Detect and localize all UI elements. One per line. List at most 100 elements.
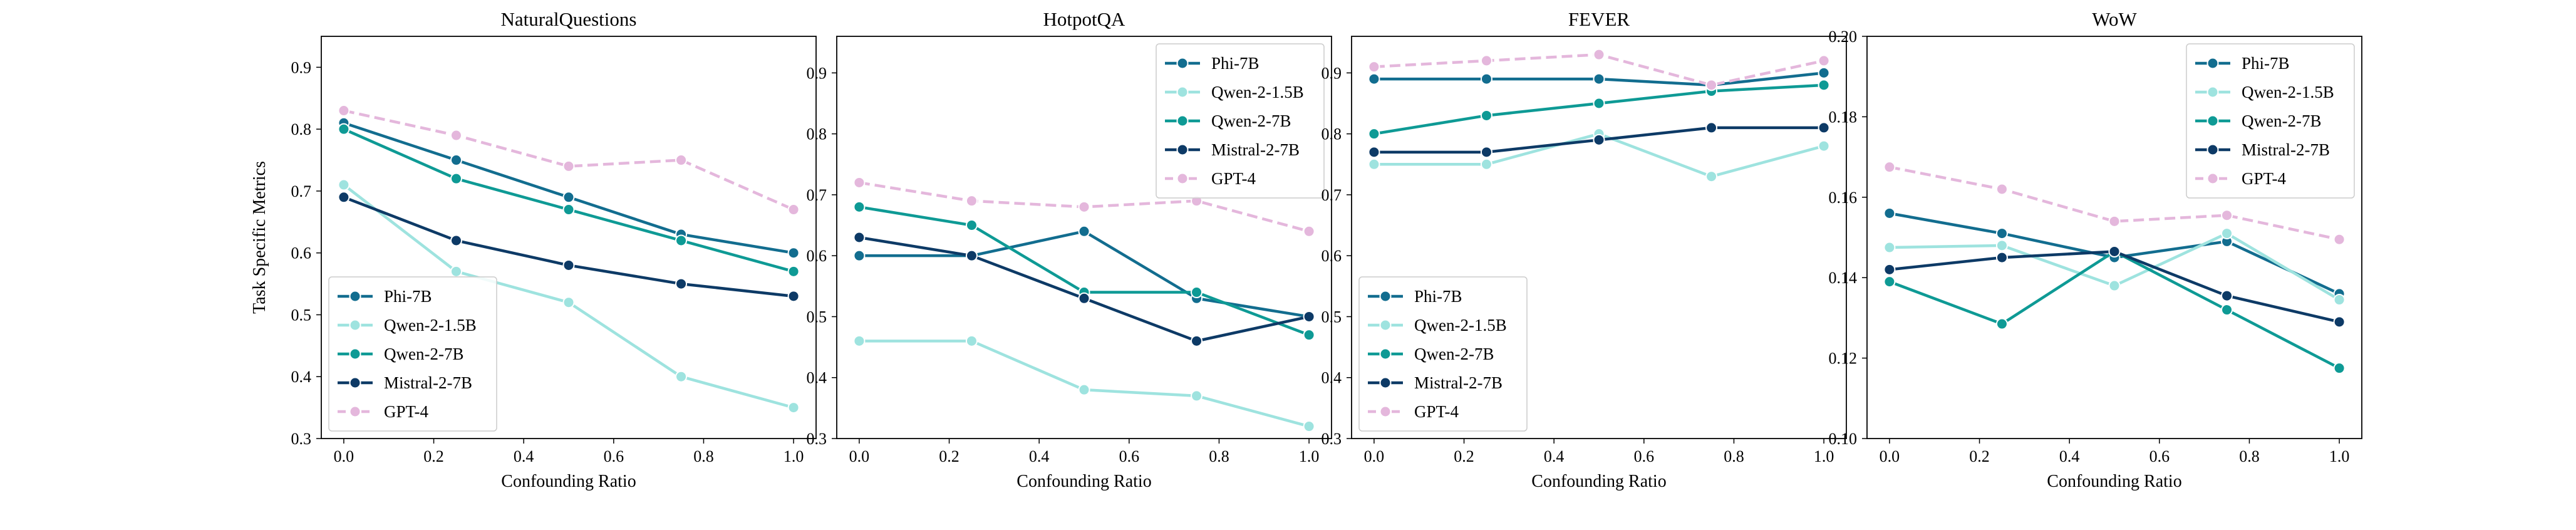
x-tick-label: 0.4	[514, 447, 534, 465]
data-point	[1883, 276, 1896, 288]
x-axis-label: Confounding Ratio	[501, 472, 636, 491]
data-point	[1593, 48, 1605, 61]
legend-swatch-marker	[349, 348, 361, 360]
data-point	[1303, 420, 1315, 433]
legend-label: GPT-4	[1211, 169, 1256, 188]
data-point	[1995, 183, 2008, 195]
data-point	[1303, 225, 1315, 237]
y-tick-label: 0.20	[1829, 28, 1858, 46]
chart-title: HotpotQA	[1043, 8, 1126, 30]
legend-swatch-marker	[349, 290, 361, 303]
data-point	[675, 234, 688, 247]
legend-entry-qwen-2-7b: Qwen-2-7B	[2195, 112, 2321, 130]
legend-entry-gpt-4: GPT-4	[2195, 169, 2287, 188]
data-point	[1995, 318, 2008, 330]
y-tick-label: 0.5	[291, 306, 312, 324]
series-qwen-2-1-5b	[338, 179, 800, 414]
chart-panel-fever: FEVER 0.0 0.2 0.4 0.6 0.8 1.0 0.3 0.4 0.5 0.6 0.7 0.…	[1322, 8, 1847, 491]
y-tick-label: 0.6	[1322, 247, 1342, 265]
legend: Phi-7B Qwen-2-1.5B Qwen-2-7B Mistral-2-7B GP…	[1156, 43, 1325, 199]
legend-label: Qwen-2-7B	[2242, 112, 2321, 130]
data-point	[2221, 289, 2233, 302]
series-phi-7b	[338, 117, 800, 259]
series-mistral-2-7b	[1883, 245, 2346, 328]
data-point	[562, 191, 575, 204]
x-tick-label: 0.2	[1454, 447, 1474, 465]
x-tick-label: 0.2	[423, 447, 444, 465]
x-tick-label: 0.0	[1880, 447, 1900, 465]
series-line	[1889, 165, 2340, 241]
data-point	[787, 247, 800, 259]
x-tick-label: 0.8	[1724, 447, 1744, 465]
y-tick-label: 0.8	[1322, 125, 1342, 143]
y-tick-label: 0.5	[1322, 308, 1342, 326]
data-point	[1303, 329, 1315, 341]
data-point	[1480, 73, 1492, 85]
legend-entry-phi-7b: Phi-7B	[2195, 54, 2290, 73]
data-point	[1480, 158, 1492, 170]
legend-entry-gpt-4: GPT-4	[1165, 169, 1256, 188]
data-point	[1995, 251, 2008, 264]
y-tick-label: 0.9	[1322, 64, 1342, 82]
data-point	[1593, 73, 1605, 85]
chart-panel-hotpotqa: HotpotQA 0.0 0.2 0.4 0.6 0.8 1.0 0.3 0.4 0.5 0.6 0.…	[807, 8, 1332, 491]
x-tick-label: 0.8	[1209, 447, 1229, 465]
y-tick-label: 0.12	[1829, 350, 1858, 368]
x-axis-label: Confounding Ratio	[2047, 472, 2181, 491]
data-point	[2333, 294, 2346, 306]
legend-swatch-marker	[349, 377, 361, 389]
series-line	[859, 340, 1310, 428]
data-point	[2108, 215, 2121, 227]
x-axis-label: Confounding Ratio	[1531, 472, 1666, 491]
data-point	[965, 335, 978, 347]
data-point	[1078, 383, 1090, 396]
data-point	[338, 191, 350, 204]
data-point	[853, 200, 866, 213]
legend: Phi-7B Qwen-2-1.5B Qwen-2-7B Mistral-2-7B GP…	[1358, 276, 1528, 432]
axes-frame	[1866, 36, 2362, 439]
series-line	[343, 122, 794, 254]
y-tick-label: 0.3	[807, 430, 827, 448]
legend-entry-gpt-4: GPT-4	[1368, 402, 1459, 421]
data-point	[853, 176, 866, 189]
axes-frame	[1351, 36, 1847, 439]
data-point	[1368, 61, 1380, 73]
legend-entry-qwen-2-1-5b: Qwen-2-1.5B	[1165, 83, 1304, 101]
data-point	[1078, 200, 1090, 213]
legend-entry-qwen-2-1-5b: Qwen-2-1.5B	[1368, 316, 1507, 335]
legend-label: Mistral-2-7B	[1211, 140, 1300, 159]
data-point	[1818, 66, 1830, 79]
legend-swatch-marker	[2206, 115, 2219, 127]
chart-title: NaturalQuestions	[501, 8, 637, 30]
legend-label: Qwen-2-7B	[1414, 345, 1494, 363]
legend-label: Qwen-2-7B	[384, 345, 463, 363]
x-tick-label: 0.6	[604, 447, 624, 465]
legend-swatch-marker	[2206, 172, 2219, 185]
data-point	[853, 249, 866, 262]
data-point	[1480, 146, 1492, 158]
y-tick-label: 0.6	[291, 244, 312, 262]
series-phi-7b	[1368, 66, 1830, 91]
legend-label: Qwen-2-1.5B	[2242, 83, 2334, 101]
data-point	[1995, 239, 2008, 252]
x-axis-label: Confounding Ratio	[1016, 472, 1151, 491]
series-qwen-2-1-5b	[853, 335, 1315, 433]
data-point	[1995, 227, 2008, 240]
data-point	[562, 296, 575, 309]
data-point	[1303, 310, 1315, 323]
data-point	[1480, 109, 1492, 122]
data-point	[965, 249, 978, 262]
data-point	[2221, 209, 2233, 222]
legend-swatch-marker	[349, 319, 361, 331]
legend-box	[1156, 43, 1325, 199]
legend-swatch-marker	[1176, 57, 1189, 70]
y-tick-label: 0.9	[291, 58, 312, 76]
data-point	[2333, 233, 2346, 246]
x-tick-label: 0.6	[1119, 447, 1140, 465]
y-tick-label: 0.8	[291, 120, 312, 138]
data-point	[450, 172, 462, 185]
x-tick-label: 1.0	[2329, 447, 2350, 465]
legend-swatch-marker	[2206, 86, 2219, 98]
y-tick-label: 0.7	[291, 182, 312, 200]
data-point	[338, 179, 350, 191]
